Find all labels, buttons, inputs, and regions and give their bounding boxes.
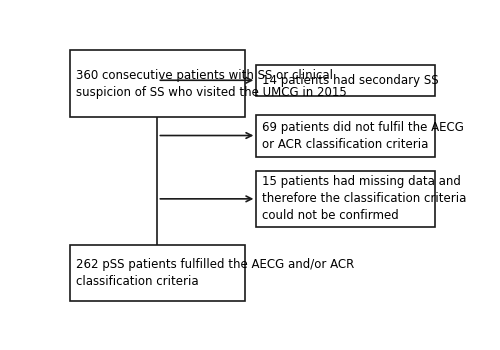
FancyBboxPatch shape	[256, 65, 434, 96]
FancyBboxPatch shape	[70, 50, 244, 118]
Text: 262 pSS patients fulfilled the AECG and/or ACR
classification criteria: 262 pSS patients fulfilled the AECG and/…	[76, 258, 354, 288]
Text: 14 patients had secondary SS: 14 patients had secondary SS	[262, 74, 438, 87]
FancyBboxPatch shape	[256, 115, 434, 156]
FancyBboxPatch shape	[256, 172, 434, 226]
Text: 69 patients did not fulfil the AECG
or ACR classification criteria: 69 patients did not fulfil the AECG or A…	[262, 120, 464, 150]
FancyBboxPatch shape	[70, 245, 244, 301]
Text: 15 patients had missing data and
therefore the classification criteria
could not: 15 patients had missing data and therefo…	[262, 175, 466, 222]
Text: 360 consecutive patients with SS or clinical
suspicion of SS who visited the UMC: 360 consecutive patients with SS or clin…	[76, 69, 347, 99]
